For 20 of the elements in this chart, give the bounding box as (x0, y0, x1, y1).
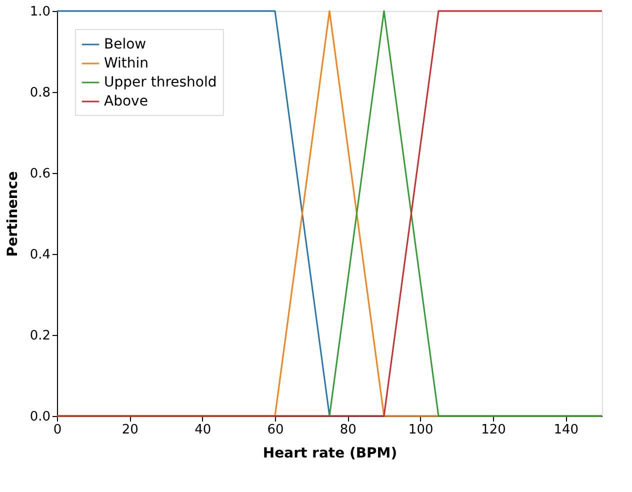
x-tick-label: 20 (122, 422, 138, 438)
y-tick-label: 0.0 (30, 410, 50, 424)
x-tick-label: 120 (481, 422, 506, 438)
x-tick-label: 0 (53, 422, 62, 438)
x-axis-title: Heart rate (BPM) (262, 446, 398, 462)
x-tick-label: 80 (340, 422, 356, 438)
x-tick-label: 100 (408, 422, 434, 438)
legend-label: Below (104, 36, 146, 52)
x-tick-label: 60 (267, 422, 284, 438)
legend-label: Within (104, 56, 149, 72)
y-axis-title: Pertinence (4, 171, 21, 257)
legend-label: Upper threshold (104, 74, 217, 90)
x-tick-label: 140 (554, 422, 579, 438)
y-tick-label: 1.0 (30, 4, 50, 20)
y-tick-label: 0.2 (30, 328, 50, 344)
x-tick-label: 40 (194, 422, 212, 438)
legend-label: Above (104, 94, 148, 110)
y-tick-label: 0.6 (30, 166, 50, 182)
y-tick-label: 0.8 (30, 86, 50, 100)
y-tick-label: 0.4 (30, 248, 50, 262)
